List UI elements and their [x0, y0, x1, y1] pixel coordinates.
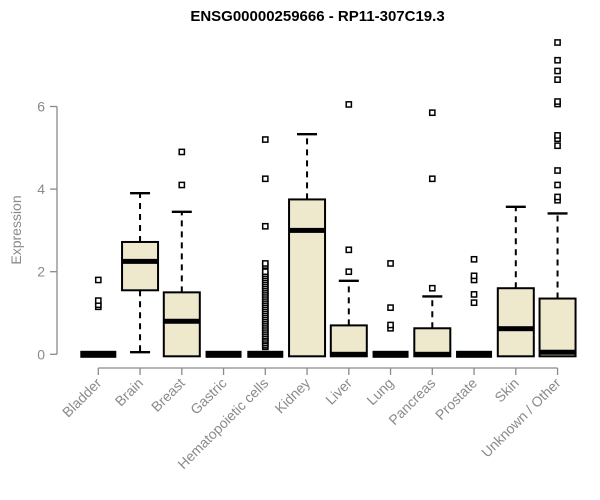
outlier-point: [554, 132, 561, 139]
y-axis: 0 2 4 6: [37, 99, 58, 362]
collapsed-box: [205, 350, 242, 358]
collapsed-box: [80, 350, 117, 358]
outlier-point: [387, 321, 394, 329]
x-tick-label-prostate: Prostate: [432, 375, 480, 423]
iqr-box: [413, 327, 452, 358]
iqr-box: [496, 287, 535, 358]
y-tick-label: 4: [37, 181, 45, 197]
y-tick-label: 0: [37, 346, 45, 362]
iqr-box: [329, 324, 368, 358]
iqr-box: [288, 198, 327, 358]
outlier-point: [345, 246, 353, 254]
outlier-point: [554, 98, 561, 105]
median-line: [414, 351, 451, 357]
median-line: [289, 227, 326, 233]
x-tick-label-bladder: Bladder: [59, 375, 105, 421]
outlier-point: [387, 260, 394, 267]
median-line: [163, 318, 200, 324]
box-group-brain: [121, 192, 160, 354]
box-group-kidney: [288, 132, 327, 358]
iqr-box: [538, 297, 577, 358]
box-group-lung: [372, 260, 409, 358]
outlier-point: [261, 136, 269, 143]
outlier-point: [178, 148, 186, 156]
iqr-box: [162, 291, 201, 358]
outlier-point: [554, 76, 561, 84]
outlier-point: [345, 268, 353, 276]
outlier-point: [554, 193, 561, 201]
outlier-point: [428, 284, 436, 292]
box-group-liver: [329, 101, 368, 358]
outlier-point: [554, 181, 561, 189]
collapsed-box: [456, 350, 493, 358]
x-tick-label-lung: Lung: [363, 375, 396, 408]
box-group-bladder: [80, 276, 117, 358]
outlier-point: [261, 268, 269, 276]
outlier-point: [261, 260, 269, 267]
outlier-point: [178, 181, 186, 189]
x-tick-label-liver: Liver: [322, 375, 355, 408]
box-group-breast: [162, 148, 201, 358]
outlier-point: [387, 304, 394, 311]
box-group-unknown-other: [538, 39, 577, 358]
box-group-skin: [496, 205, 535, 358]
outlier-point: [470, 291, 478, 298]
x-tick-label-breast: Breast: [148, 375, 188, 415]
median-line: [122, 258, 159, 264]
outlier-point: [554, 39, 561, 46]
y-tick-label: 6: [37, 99, 45, 115]
outlier-point: [554, 67, 561, 75]
x-tick-label-unknown-other: Unknown / Other: [478, 375, 564, 461]
box-group-hematopoietic-cells: [247, 136, 284, 358]
x-tick-label-brain: Brain: [112, 375, 146, 409]
outlier-point: [554, 142, 561, 150]
x-tick-label-kidney: Kidney: [272, 375, 314, 417]
box-group-prostate: [456, 255, 493, 358]
outlier-point: [428, 175, 436, 183]
outlier-point: [554, 56, 561, 64]
outlier-point: [470, 299, 478, 307]
outlier-point: [261, 222, 269, 230]
box-group-gastric: [205, 350, 242, 358]
x-tick-label-skin: Skin: [491, 375, 522, 406]
chart-title: ENSG00000259666 - RP11-307C19.3: [190, 8, 445, 25]
outlier-point: [94, 276, 102, 284]
outlier-point: [94, 297, 102, 304]
collapsed-box: [372, 350, 409, 358]
box-group-pancreas: [413, 109, 452, 358]
outlier-point: [261, 175, 269, 183]
outlier-point: [470, 255, 478, 263]
median-line: [497, 326, 534, 332]
collapsed-box: [247, 350, 284, 358]
outlier-point: [428, 109, 436, 117]
outlier-point: [470, 272, 478, 280]
median-line: [539, 349, 576, 355]
y-tick-label: 2: [37, 264, 45, 280]
outlier-point: [554, 167, 561, 174]
iqr-box: [121, 240, 160, 292]
outlier-point: [345, 101, 353, 108]
median-line: [330, 351, 367, 357]
